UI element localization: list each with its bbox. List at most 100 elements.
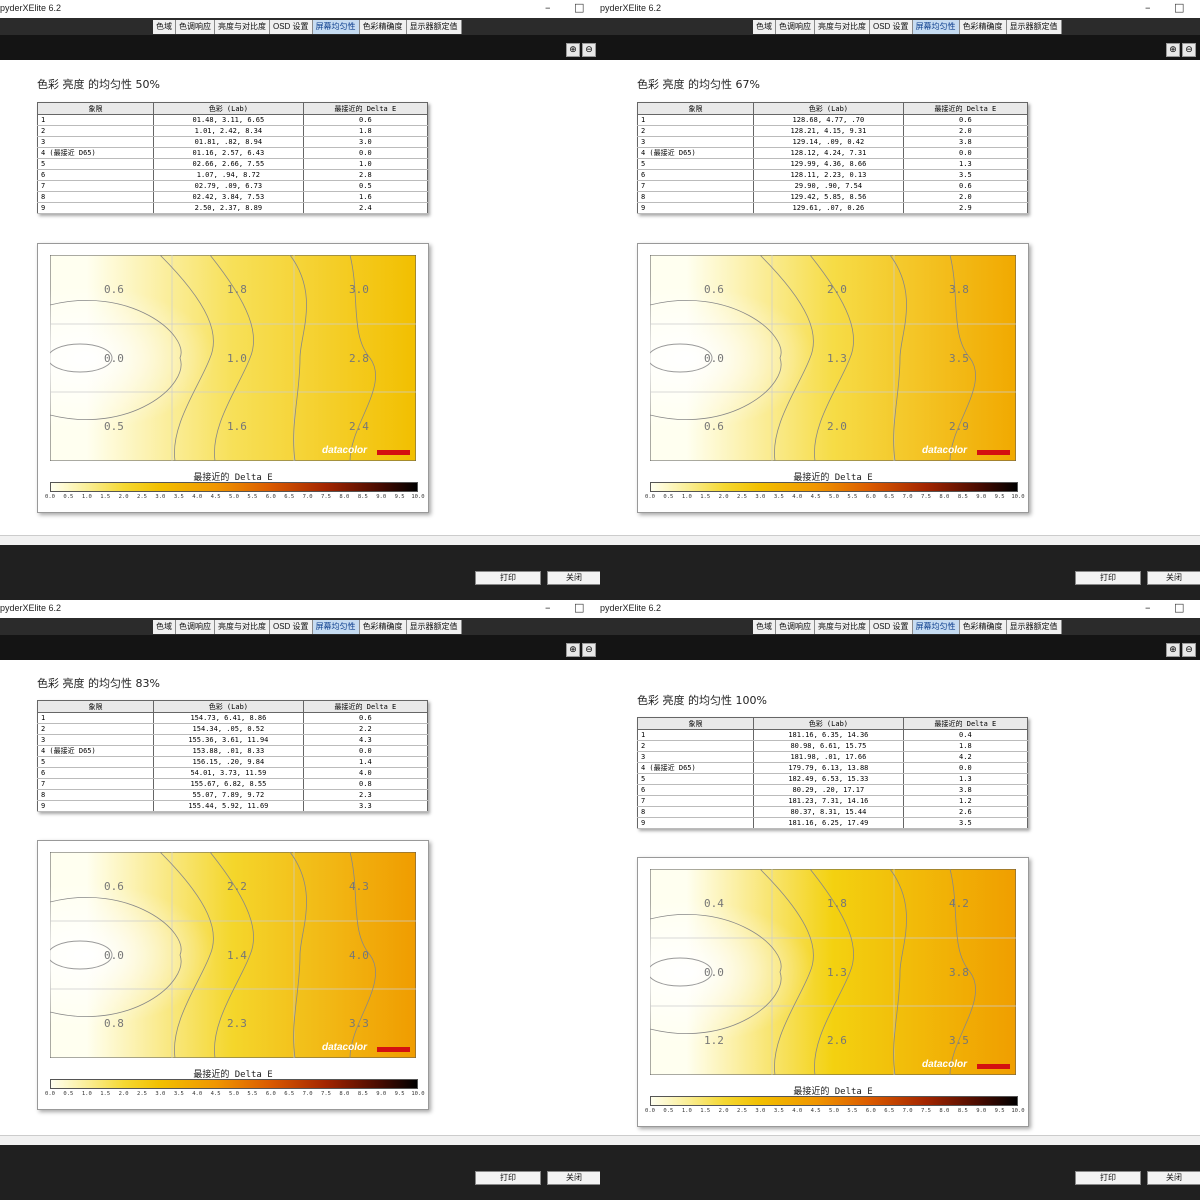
tab-1[interactable]: 色调响应 (776, 20, 815, 34)
tab-3[interactable]: OSD 设置 (270, 20, 313, 34)
zoom-out-icon[interactable]: ⊖ (582, 643, 596, 657)
quadrant-cell: 1 (36, 114, 155, 126)
table-row: 7 155.67, 6.82, 8.55 0.8 (37, 778, 429, 790)
scale-title: 最接近的 Delta E (193, 1070, 273, 1080)
delta-e-cell: 3.0 (302, 136, 429, 148)
maximize-button[interactable]: □ (1174, 1, 1185, 14)
scale-title: 最接近的 Delta E (193, 473, 273, 483)
tab-4[interactable]: 屏幕均匀性 (312, 20, 360, 34)
tab-strip: 色域 色调响应 亮度与对比度 OSD 设置 屏幕均匀性 色彩精确度 显示器额定值 (600, 18, 1200, 35)
zoom-out-icon[interactable]: ⊖ (1182, 643, 1196, 657)
tab-0[interactable]: 色域 (753, 620, 776, 634)
tab-2[interactable]: 亮度与对比度 (215, 20, 270, 34)
scale-tick: 5.0 (229, 1091, 239, 1097)
minimize-button[interactable]: – (545, 601, 551, 614)
delta-e-cell: 2.0 (902, 125, 1029, 137)
title-bar: pyderXElite 6.2 – □ (600, 600, 1200, 619)
column-header: 色彩 (Lab) (153, 102, 304, 115)
close-button[interactable]: 关闭 (1147, 1171, 1200, 1185)
tab-5[interactable]: 色彩精确度 (959, 20, 1007, 34)
table-row: 8 02.42, 3.84, 7.53 1.6 (36, 191, 429, 203)
tab-2[interactable]: 亮度与对比度 (815, 620, 870, 634)
tab-4[interactable]: 屏幕均匀性 (912, 620, 960, 634)
scroll-strip (600, 535, 1200, 546)
print-button[interactable]: 打印 (1075, 571, 1141, 585)
tab-2[interactable]: 亮度与对比度 (215, 620, 270, 634)
close-button[interactable]: 关闭 (1147, 571, 1200, 585)
quadrant-cell: 4 (最接近 D65) (637, 147, 754, 159)
quadrant-cell: 7 (36, 180, 155, 192)
tab-1[interactable]: 色调响应 (176, 20, 215, 34)
lab-cell: 181.98, .01, 17.66 (752, 751, 904, 763)
lab-cell: 01.81, .82, 8.94 (153, 136, 304, 148)
scale-tick: 6.0 (865, 494, 876, 500)
table-row: 1 128.68, 4.77, .70 0.6 (637, 114, 1029, 126)
scale-tick: 5.0 (829, 1108, 839, 1114)
maximize-button[interactable]: □ (574, 1, 585, 14)
scale-tick: 6.0 (865, 1108, 876, 1114)
delta-e-cell: 1.6 (302, 191, 429, 203)
tab-1[interactable]: 色调响应 (176, 620, 215, 634)
close-button[interactable]: 关闭 (547, 571, 600, 585)
scale-tick: 8.5 (357, 494, 368, 500)
scale-tick: 1.5 (700, 1108, 711, 1114)
zoom-in-icon[interactable]: ⊕ (566, 643, 580, 657)
quadrant-cell: 9 (37, 800, 154, 812)
scale-tick: 3.0 (155, 494, 166, 500)
toolbar: ⊕ ⊖ (600, 35, 1200, 60)
tab-3[interactable]: OSD 设置 (870, 20, 913, 34)
tab-0[interactable]: 色域 (753, 20, 776, 34)
table-row: 3 01.81, .82, 8.94 3.0 (36, 136, 429, 148)
scale-tick: 6.5 (284, 494, 295, 500)
scale-title: 最接近的 Delta E (793, 473, 873, 483)
tab-5[interactable]: 色彩精确度 (359, 20, 407, 34)
quadrant-value: 1.6 (227, 420, 247, 433)
tab-3[interactable]: OSD 设置 (270, 620, 313, 634)
quadrant-value: 3.5 (949, 352, 969, 365)
delta-e-cell: 0.6 (302, 712, 429, 724)
scale-tick: 3.5 (173, 1091, 184, 1097)
tab-5[interactable]: 色彩精确度 (959, 620, 1007, 634)
minimize-button[interactable]: – (545, 1, 551, 14)
tab-4[interactable]: 屏幕均匀性 (312, 620, 360, 634)
tab-1[interactable]: 色调响应 (776, 620, 815, 634)
scale-tick: 0.5 (663, 1108, 674, 1114)
zoom-in-icon[interactable]: ⊕ (566, 43, 580, 57)
tab-0[interactable]: 色域 (153, 620, 176, 634)
lab-cell: 154.34, .05, 0.52 (152, 723, 304, 735)
report-heading: 色彩 亮度 的均匀性 100% (637, 694, 767, 707)
tab-6[interactable]: 显示器额定值 (406, 20, 462, 34)
maximize-button[interactable]: □ (1174, 601, 1185, 614)
print-button[interactable]: 打印 (475, 1171, 541, 1185)
close-button[interactable]: 关闭 (547, 1171, 600, 1185)
zoom-out-icon[interactable]: ⊖ (1182, 43, 1196, 57)
tab-6[interactable]: 显示器额定值 (1006, 20, 1062, 34)
zoom-in-icon[interactable]: ⊕ (1166, 43, 1180, 57)
scale-tick: 7.5 (921, 494, 931, 500)
lab-cell: 01.48, 3.11, 6.65 (153, 114, 304, 126)
maximize-button[interactable]: □ (574, 601, 585, 614)
print-button[interactable]: 打印 (1075, 1171, 1141, 1185)
tab-5[interactable]: 色彩精确度 (359, 620, 407, 634)
zoom-in-icon[interactable]: ⊕ (1166, 643, 1180, 657)
table-header-row: 象限 色彩 (Lab) 最接近的 Delta E (637, 717, 1029, 730)
quadrant-cell: 8 (637, 191, 754, 203)
brand-bar (977, 450, 1010, 455)
table-row: 5 129.99, 4.36, 8.66 1.3 (637, 158, 1029, 170)
quadrant-cell: 8 (37, 789, 154, 801)
tab-2[interactable]: 亮度与对比度 (815, 20, 870, 34)
delta-e-cell: 3.8 (902, 784, 1029, 796)
tab-3[interactable]: OSD 设置 (870, 620, 913, 634)
quadrant-cell: 7 (637, 180, 754, 192)
minimize-button[interactable]: – (1145, 601, 1151, 614)
zoom-out-icon[interactable]: ⊖ (582, 43, 596, 57)
tab-0[interactable]: 色域 (153, 20, 176, 34)
minimize-button[interactable]: – (1145, 1, 1151, 14)
tab-4[interactable]: 屏幕均匀性 (912, 20, 960, 34)
tab-6[interactable]: 显示器额定值 (406, 620, 462, 634)
tab-6[interactable]: 显示器额定值 (1006, 620, 1062, 634)
datacolor-logo: datacolor (322, 1042, 368, 1053)
scale-tick: 6.0 (265, 494, 276, 500)
print-button[interactable]: 打印 (475, 571, 541, 585)
app-title: pyderXElite 6.2 (600, 603, 662, 613)
